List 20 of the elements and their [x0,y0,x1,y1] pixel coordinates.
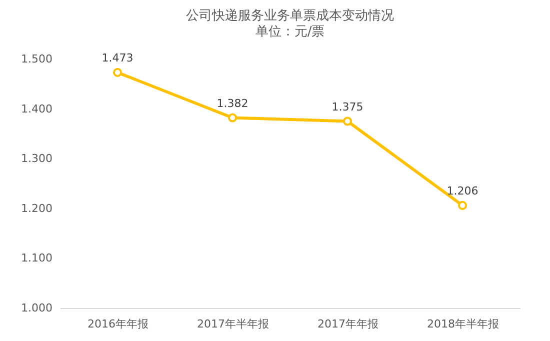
y-tick-label: 1.500 [21,52,52,66]
chart-title: 公司快递服务业务单票成本变动情况 [186,8,394,24]
x-tick-label: 2017年年报 [318,318,378,330]
point [112,68,122,77]
point [228,113,238,122]
point [342,116,352,126]
y-tick-label: 1.300 [21,152,52,166]
data-label: 1.473 [102,51,134,64]
y-tick-label: 1.000 [21,302,52,314]
y-tick-label: 1.400 [21,102,52,116]
y-tick-label: 1.200 [21,202,52,215]
data-label: 1.382 [216,96,248,110]
x-tick-label: 2017年半年报 [197,318,269,330]
data-label: 1.206 [446,184,478,198]
x-tick-label: 2016年年报 [88,318,148,330]
x-tick-label: 2018年半年报 [427,318,499,330]
point [458,200,468,210]
chart-subtitle: 单位：元/票 [255,24,325,40]
y-tick-label: 1.100 [21,252,52,265]
data-label: 1.375 [332,100,364,114]
